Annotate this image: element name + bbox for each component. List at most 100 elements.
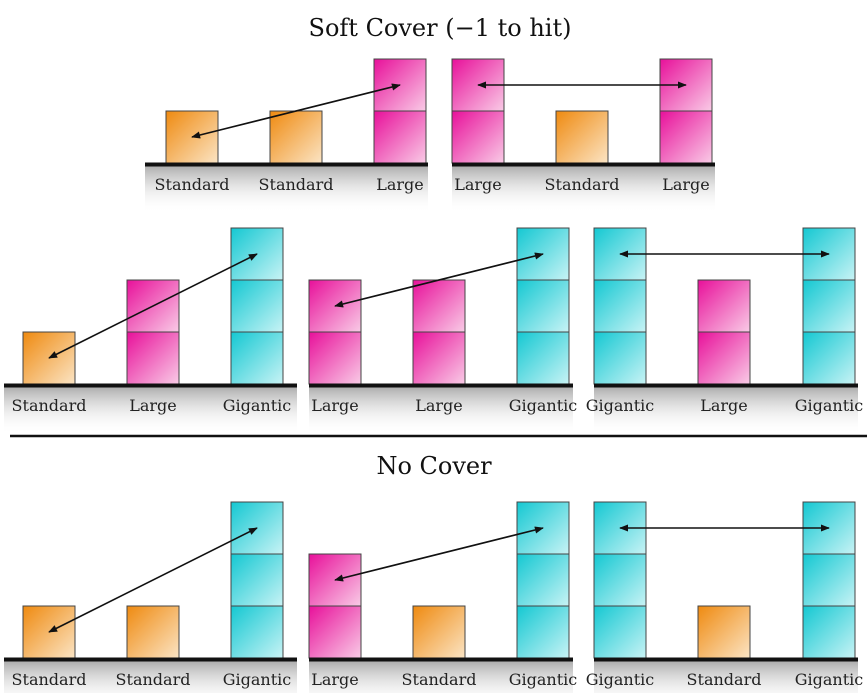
- line-of-sight-arrow: [334, 252, 544, 308]
- model-large: [308, 553, 362, 659]
- model-size-label: Gigantic: [795, 670, 864, 689]
- model-block: [230, 553, 284, 607]
- model-size-label: Standard: [259, 175, 334, 194]
- ground-shadow: [145, 165, 428, 213]
- model-block: [802, 605, 856, 659]
- model-block: [516, 605, 570, 659]
- model-size-label: Gigantic: [509, 396, 578, 415]
- model-block: [802, 331, 856, 385]
- model-block: [516, 279, 570, 333]
- model-size-label: Large: [454, 175, 502, 194]
- ground-shadow: [594, 386, 858, 434]
- cover-panel-none-1: Standard Standard Gigantic: [4, 501, 297, 693]
- model-large: [412, 279, 466, 385]
- model-block: [802, 553, 856, 607]
- model-block: [697, 605, 751, 659]
- model-size-label: Large: [662, 175, 710, 194]
- ground-shadow: [452, 165, 715, 213]
- model-block: [230, 279, 284, 333]
- model-block: [593, 331, 647, 385]
- model-block: [659, 110, 713, 164]
- model-gigantic: [230, 227, 284, 385]
- model-block: [412, 331, 466, 385]
- line-of-sight-arrow: [334, 526, 544, 582]
- model-gigantic: [802, 501, 856, 659]
- cover-panel-soft-3: Standard Large Gigantic: [4, 227, 297, 434]
- model-block: [308, 331, 362, 385]
- model-gigantic: [230, 501, 284, 659]
- model-large: [126, 279, 180, 385]
- ground-shadow: [309, 386, 573, 434]
- line-of-sight-arrow: [191, 83, 401, 139]
- model-size-label: Standard: [12, 396, 87, 415]
- model-size-label: Standard: [545, 175, 620, 194]
- model-large: [659, 58, 713, 164]
- model-size-label: Large: [311, 396, 359, 415]
- model-size-label: Large: [129, 396, 177, 415]
- model-block: [516, 331, 570, 385]
- model-size-label: Gigantic: [223, 670, 292, 689]
- model-size-label: Gigantic: [586, 396, 655, 415]
- model-block: [593, 553, 647, 607]
- model-gigantic: [516, 501, 570, 659]
- model-block: [230, 605, 284, 659]
- model-large: [373, 58, 427, 164]
- model-size-label: Large: [415, 396, 463, 415]
- model-large: [697, 279, 751, 385]
- ground-shadow: [309, 660, 573, 693]
- cover-panel-soft-4: Large Large Gigantic: [308, 227, 578, 434]
- model-standard: [412, 605, 466, 659]
- line-of-sight-arrow: [48, 527, 258, 633]
- model-block: [802, 279, 856, 333]
- model-large: [308, 279, 362, 385]
- model-size-label: Standard: [155, 175, 230, 194]
- model-block: [516, 553, 570, 607]
- model-gigantic: [593, 227, 647, 385]
- model-size-label: Large: [376, 175, 424, 194]
- model-block: [593, 605, 647, 659]
- ground-shadow: [4, 660, 297, 693]
- model-size-label: Gigantic: [223, 396, 292, 415]
- model-block: [451, 110, 505, 164]
- cover-panel-none-3: Gigantic Standard Gigantic: [586, 501, 864, 693]
- ground-shadow: [4, 386, 297, 434]
- model-block: [230, 331, 284, 385]
- line-of-sight-arrow: [48, 253, 258, 359]
- model-size-label: Standard: [402, 670, 477, 689]
- model-block: [593, 279, 647, 333]
- model-size-label: Standard: [116, 670, 191, 689]
- model-size-label: Standard: [687, 670, 762, 689]
- model-block: [412, 605, 466, 659]
- model-block: [373, 110, 427, 164]
- model-size-label: Standard: [12, 670, 87, 689]
- model-block: [269, 110, 323, 164]
- cover-panel-none-2: Large Standard Gigantic: [308, 501, 578, 693]
- model-large: [451, 58, 505, 164]
- model-block: [308, 605, 362, 659]
- model-block: [126, 331, 180, 385]
- cover-panel-soft-1: Standard Standard Large: [145, 58, 428, 213]
- model-block: [126, 605, 180, 659]
- no-cover-heading: No Cover: [376, 452, 492, 480]
- model-standard: [555, 110, 609, 164]
- model-standard: [697, 605, 751, 659]
- model-gigantic: [593, 501, 647, 659]
- model-size-label: Gigantic: [509, 670, 578, 689]
- model-size-label: Large: [311, 670, 359, 689]
- model-size-label: Gigantic: [586, 670, 655, 689]
- model-block: [412, 279, 466, 333]
- soft-cover-heading: Soft Cover (−1 to hit): [309, 14, 572, 42]
- cover-panel-soft-5: Gigantic Large Gigantic: [586, 227, 864, 434]
- model-size-label: Large: [700, 396, 748, 415]
- cover-panel-soft-2: Large Standard Large: [451, 58, 715, 213]
- model-gigantic: [802, 227, 856, 385]
- model-block: [555, 110, 609, 164]
- model-standard: [126, 605, 180, 659]
- model-gigantic: [516, 227, 570, 385]
- model-block: [697, 331, 751, 385]
- model-standard: [269, 110, 323, 164]
- model-block: [697, 279, 751, 333]
- model-size-label: Gigantic: [795, 396, 864, 415]
- ground-shadow: [594, 660, 858, 693]
